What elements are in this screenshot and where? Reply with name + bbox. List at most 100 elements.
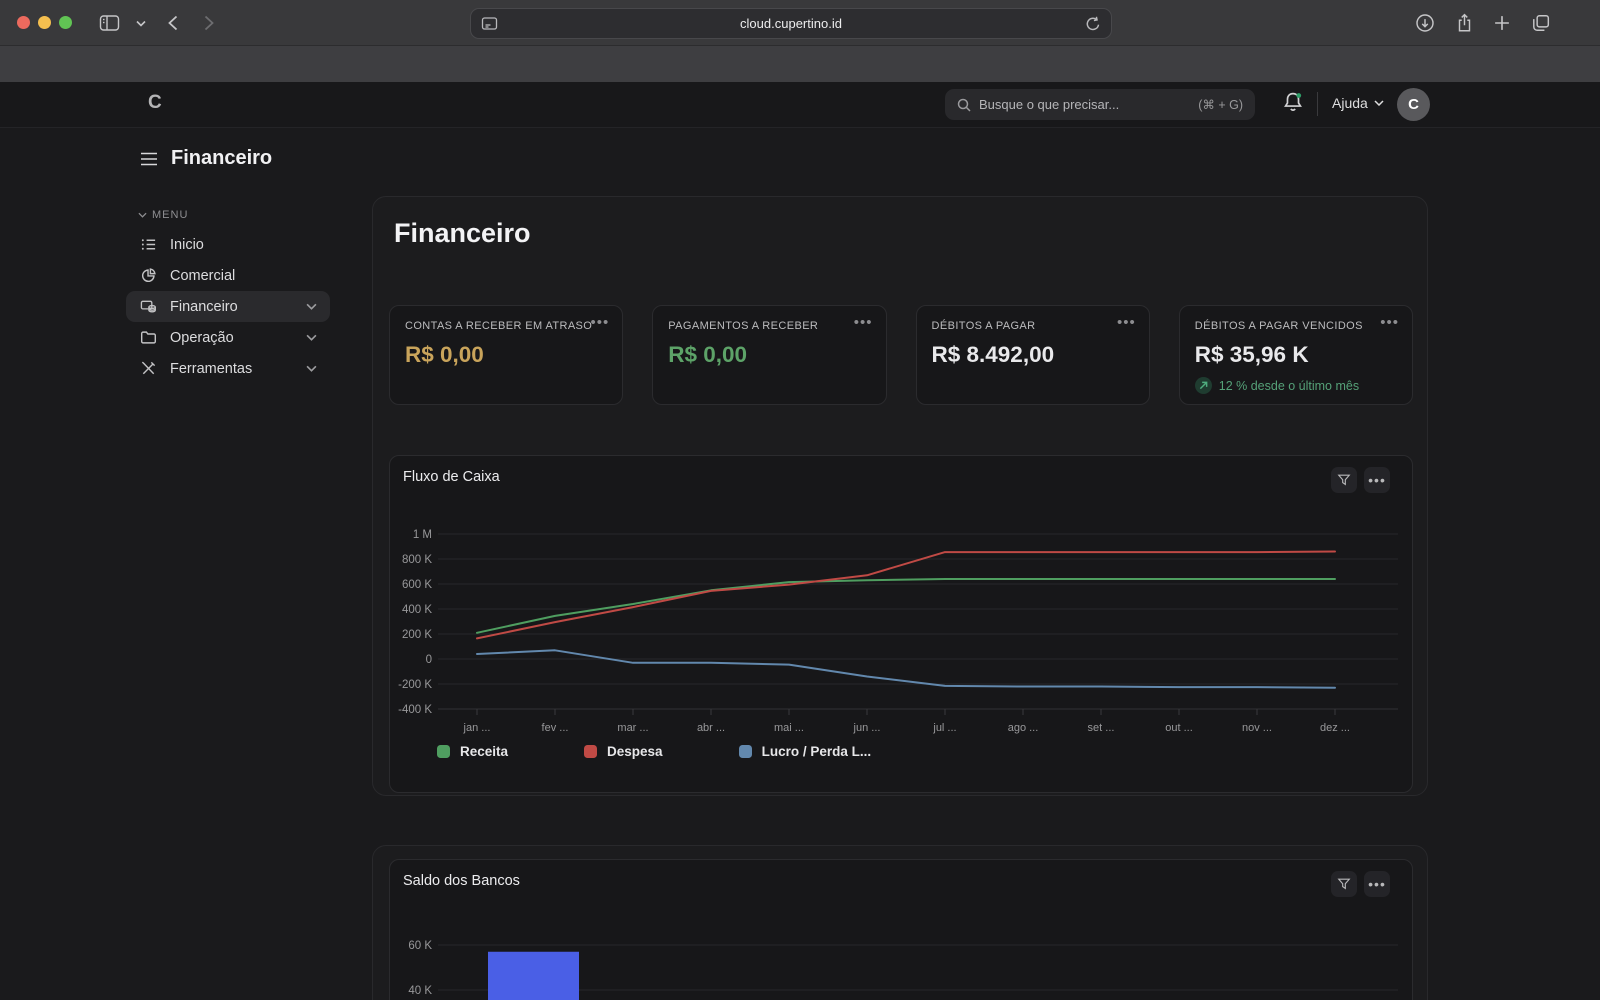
svg-text:mar ...: mar ... [617,722,648,734]
window-controls [17,16,72,29]
chevron-down-icon [138,212,147,218]
stat-label: DÉBITOS A PAGAR [932,320,1134,332]
brand-logo: C [148,92,162,114]
new-tab-icon[interactable] [1489,10,1515,36]
sidebar-item-comercial[interactable]: Comercial [126,260,330,291]
forward-button[interactable] [196,10,222,36]
sidebar-item-ferramentas[interactable]: Ferramentas [126,353,330,384]
chevron-down-icon [306,365,317,372]
help-menu[interactable]: Ajuda [1332,95,1384,111]
svg-text:nov ...: nov ... [1242,722,1272,734]
sidebar-item-label: Inicio [170,237,204,253]
stat-card-debitos-a-pagar: DÉBITOS A PAGAR ••• R$ 8.492,00 [916,305,1150,405]
legend-swatch [739,745,752,758]
trend-indicator: 12 % desde o último mês [1195,377,1397,394]
dashboard-panel: Financeiro CONTAS A RECEBER EM ATRASO ••… [372,196,1428,796]
cash-flow-card: Fluxo de Caixa ••• 1 M800 K600 K400 K200… [389,455,1413,793]
svg-text:set ...: set ... [1088,722,1115,734]
window-close-button[interactable] [17,16,30,29]
legend-swatch [584,745,597,758]
svg-text:60 K: 60 K [408,940,432,952]
card-menu-ellipsis-icon[interactable]: ••• [854,314,873,331]
avatar[interactable]: C [1397,88,1430,121]
card-menu-ellipsis-icon[interactable]: ••• [1117,314,1136,331]
svg-text:abr ...: abr ... [697,722,725,734]
window-zoom-button[interactable] [59,16,72,29]
stat-value: R$ 8.492,00 [932,342,1134,368]
svg-text:jun ...: jun ... [853,722,881,734]
legend-item[interactable]: Despesa [584,744,663,759]
page-title: Financeiro [394,218,531,249]
url-text[interactable]: cloud.cupertino.id [471,16,1111,31]
stat-label: DÉBITOS A PAGAR VENCIDOS [1195,320,1397,332]
chart-title: Fluxo de Caixa [403,469,500,485]
tab-overview-icon[interactable] [1527,10,1553,36]
toolbar-chevron-down-icon[interactable] [128,10,154,36]
card-menu-ellipsis-icon[interactable]: ••• [1364,871,1390,897]
search-shortcut: (⌘ + G) [1198,97,1243,112]
legend-item[interactable]: Lucro / Perda L... [739,744,872,759]
chart-legend: Receita Despesa Lucro / Perda L... [437,744,871,759]
share-icon[interactable] [1451,10,1477,36]
sidebar-item-inicio[interactable]: Inicio [126,229,330,260]
address-bar[interactable]: cloud.cupertino.id [470,8,1112,39]
svg-text:jan ...: jan ... [463,722,491,734]
svg-text:800 K: 800 K [402,554,432,566]
svg-text:jul ...: jul ... [932,722,956,734]
filter-icon[interactable] [1331,467,1357,493]
global-search[interactable]: (⌘ + G) [945,89,1255,120]
sidebar-title-label: Financeiro [171,147,272,170]
sidebar-section-menu[interactable]: MENU [138,209,188,221]
tools-icon [140,360,157,377]
chart-title: Saldo dos Bancos [403,873,520,889]
sidebar-item-label: Financeiro [170,299,238,315]
sidebar-menu: Inicio Comercial Financeiro Operação [126,229,330,384]
search-input[interactable] [979,97,1190,112]
filter-icon[interactable] [1331,871,1357,897]
trend-up-icon [1195,377,1212,394]
bank-balance-bar-chart: 60 K 40 K [390,860,1413,1000]
folder-icon [140,329,157,346]
svg-text:0: 0 [426,654,432,666]
svg-text:200 K: 200 K [402,629,432,641]
page-top-band [0,46,1600,82]
legend-swatch [437,745,450,758]
card-menu-ellipsis-icon[interactable]: ••• [590,314,609,331]
sidebar-section-label: MENU [152,209,188,221]
bank-balance-card: 60 K 40 K Saldo dos Bancos ••• [389,859,1413,1000]
stat-card-contas-a-receber-em-atraso: CONTAS A RECEBER EM ATRASO ••• R$ 0,00 [389,305,623,405]
sidebar-title: Financeiro [140,147,272,170]
search-icon [957,98,971,112]
svg-text:1 M: 1 M [413,529,432,541]
bank-balance-panel: 60 K 40 K Saldo dos Bancos ••• [372,845,1428,1000]
stat-label: PAGAMENTOS A RECEBER [668,320,870,332]
stat-label: CONTAS A RECEBER EM ATRASO [405,320,607,332]
sidebar-item-operacao[interactable]: Operação [126,322,330,353]
card-menu-ellipsis-icon[interactable]: ••• [1364,467,1390,493]
svg-text:out ...: out ... [1165,722,1193,734]
svg-text:fev ...: fev ... [542,722,569,734]
notifications-bell-icon[interactable] [1281,90,1307,116]
back-button[interactable] [160,10,186,36]
svg-text:600 K: 600 K [402,579,432,591]
legend-label: Despesa [607,744,663,759]
window-minimize-button[interactable] [38,16,51,29]
legend-item[interactable]: Receita [437,744,508,759]
card-menu-ellipsis-icon[interactable]: ••• [1380,314,1399,331]
sidebar-item-label: Ferramentas [170,361,252,377]
hamburger-menu-icon[interactable] [140,152,158,166]
pie-chart-icon [140,267,157,284]
sidebar-item-financeiro[interactable]: Financeiro [126,291,330,322]
legend-label: Receita [460,744,508,759]
sidebar-item-label: Comercial [170,268,235,284]
chevron-down-icon [1374,100,1384,106]
svg-text:-200 K: -200 K [398,679,432,691]
svg-text:mai ...: mai ... [774,722,804,734]
stat-value: R$ 0,00 [405,342,607,368]
stat-value: R$ 35,96 K [1195,342,1397,368]
downloads-icon[interactable] [1412,10,1438,36]
sidebar-toggle-icon[interactable] [96,10,122,36]
legend-label: Lucro / Perda L... [762,744,872,759]
reload-icon[interactable] [1084,15,1102,33]
svg-text:40 K: 40 K [408,985,432,997]
